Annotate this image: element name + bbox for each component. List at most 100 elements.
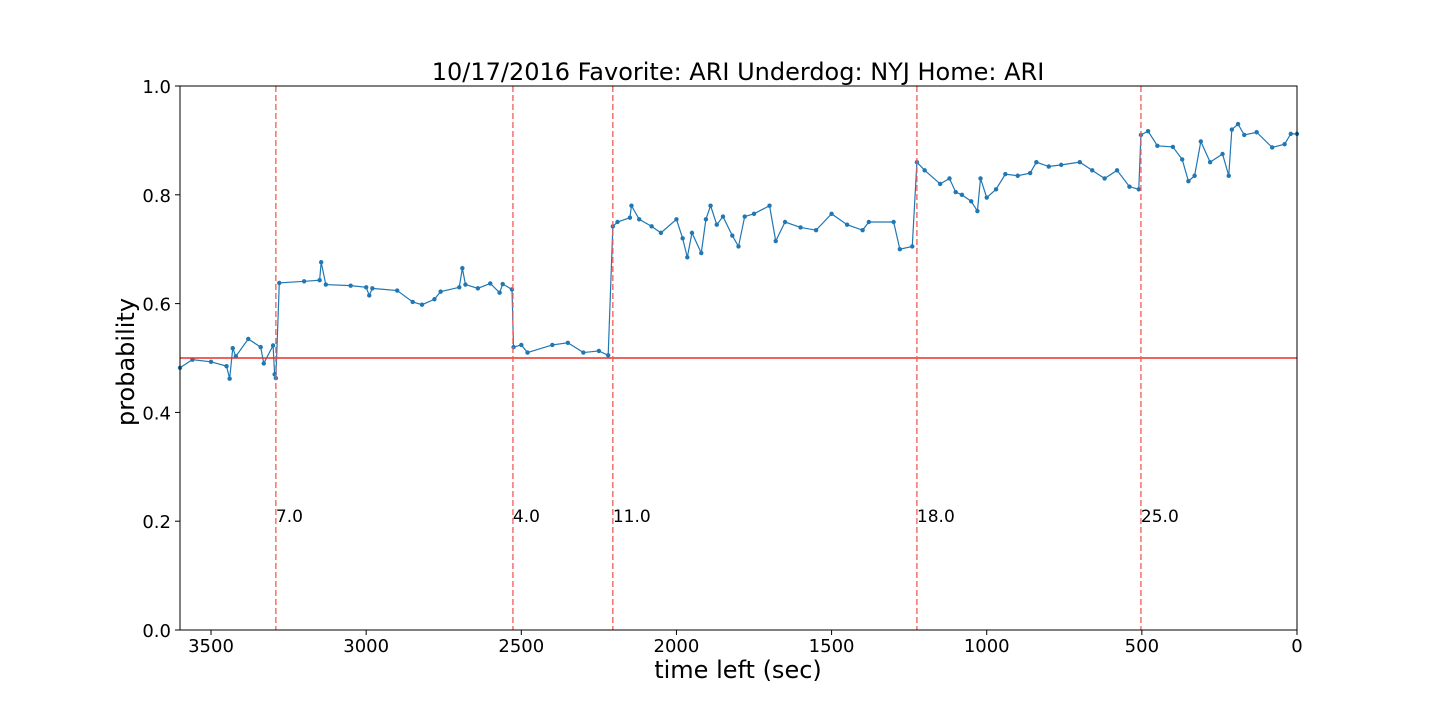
data-point xyxy=(565,340,571,345)
data-point xyxy=(1226,173,1231,178)
data-point xyxy=(637,217,642,222)
data-point xyxy=(475,286,481,291)
data-point xyxy=(897,247,903,252)
data-point xyxy=(457,285,462,290)
data-point xyxy=(394,288,400,293)
data-point xyxy=(1015,173,1020,178)
data-point xyxy=(959,192,965,197)
data-point xyxy=(615,219,620,225)
data-point xyxy=(1127,184,1132,189)
data-point xyxy=(1179,157,1185,162)
data-point xyxy=(1207,159,1213,165)
y-tick-label: 0.0 xyxy=(142,621,171,642)
data-point xyxy=(627,215,633,220)
data-point xyxy=(1058,162,1064,168)
data-point xyxy=(1145,128,1151,134)
data-point xyxy=(1198,139,1204,144)
x-tick-label: 500 xyxy=(1125,636,1159,657)
data-point xyxy=(649,224,654,229)
data-point xyxy=(866,219,872,225)
data-point xyxy=(348,283,353,288)
data-point xyxy=(860,227,865,233)
score-label: 25.0 xyxy=(1141,507,1179,527)
chart-title: 10/17/2016 Favorite: ARI Underdog: NYJ H… xyxy=(432,58,1045,86)
data-point xyxy=(1269,145,1275,150)
data-point xyxy=(685,255,690,260)
data-point xyxy=(301,279,307,284)
data-point xyxy=(432,297,437,302)
data-point xyxy=(1046,164,1051,169)
data-point xyxy=(844,222,850,227)
data-point xyxy=(208,359,214,365)
data-point xyxy=(798,225,803,230)
y-tick-label: 0.8 xyxy=(142,186,171,207)
data-point xyxy=(1229,127,1235,132)
data-point xyxy=(224,363,229,369)
data-point xyxy=(674,217,679,222)
data-point xyxy=(1282,142,1287,147)
data-point xyxy=(751,211,757,217)
data-point xyxy=(947,176,952,181)
data-point xyxy=(230,346,235,351)
data-point xyxy=(736,244,741,249)
data-point xyxy=(708,203,713,208)
data-point xyxy=(742,214,747,219)
data-point xyxy=(463,282,468,287)
data-point xyxy=(318,260,324,265)
data-point xyxy=(460,266,465,271)
data-point xyxy=(270,343,276,348)
data-point xyxy=(1192,173,1197,178)
data-point xyxy=(323,282,329,287)
y-tick-label: 1.0 xyxy=(142,77,171,98)
x-tick-label: 1500 xyxy=(809,636,855,657)
x-tick-label: 2500 xyxy=(498,636,544,657)
x-tick-label: 2000 xyxy=(654,636,700,657)
data-point xyxy=(497,290,502,295)
score-label: 4.0 xyxy=(513,507,540,527)
data-point xyxy=(629,203,634,208)
y-axis-label: probability xyxy=(112,298,140,426)
score-label: 7.0 xyxy=(276,507,303,527)
y-tick-label: 0.4 xyxy=(142,403,171,424)
score-label: 11.0 xyxy=(613,507,651,527)
data-point xyxy=(978,176,983,181)
data-point xyxy=(969,199,974,204)
data-point xyxy=(605,353,611,358)
data-point xyxy=(1003,171,1008,177)
data-point xyxy=(261,361,266,366)
data-point xyxy=(730,233,735,238)
data-point xyxy=(419,302,425,307)
data-point xyxy=(993,187,999,192)
data-point xyxy=(1220,151,1225,157)
data-point xyxy=(1288,131,1293,137)
data-point xyxy=(1186,179,1191,184)
data-point xyxy=(680,236,685,241)
x-tick-label: 3000 xyxy=(343,636,389,657)
x-axis-label: time left (sec) xyxy=(654,656,822,684)
data-point xyxy=(596,348,602,354)
x-tick-label: 3500 xyxy=(188,636,234,657)
data-point xyxy=(363,285,369,290)
series-line xyxy=(179,123,1297,379)
data-point xyxy=(703,217,709,222)
data-point xyxy=(910,244,915,249)
data-point xyxy=(550,342,555,348)
data-point xyxy=(277,280,282,286)
score-label: 18.0 xyxy=(917,507,955,527)
data-point xyxy=(317,278,322,283)
data-point xyxy=(258,344,263,350)
x-tick-label: 1000 xyxy=(964,636,1010,657)
y-tick-label: 0.6 xyxy=(142,295,171,316)
data-point xyxy=(488,281,493,286)
data-point xyxy=(1136,187,1141,192)
data-point xyxy=(410,299,415,305)
plot-frame xyxy=(179,85,1298,631)
data-point xyxy=(1034,159,1039,165)
data-point xyxy=(891,219,896,225)
data-point xyxy=(1155,143,1160,149)
data-point xyxy=(370,286,375,291)
data-point xyxy=(689,230,695,236)
data-point xyxy=(975,208,980,214)
x-tick-label: 0 xyxy=(1291,636,1302,657)
data-point xyxy=(1077,159,1083,165)
